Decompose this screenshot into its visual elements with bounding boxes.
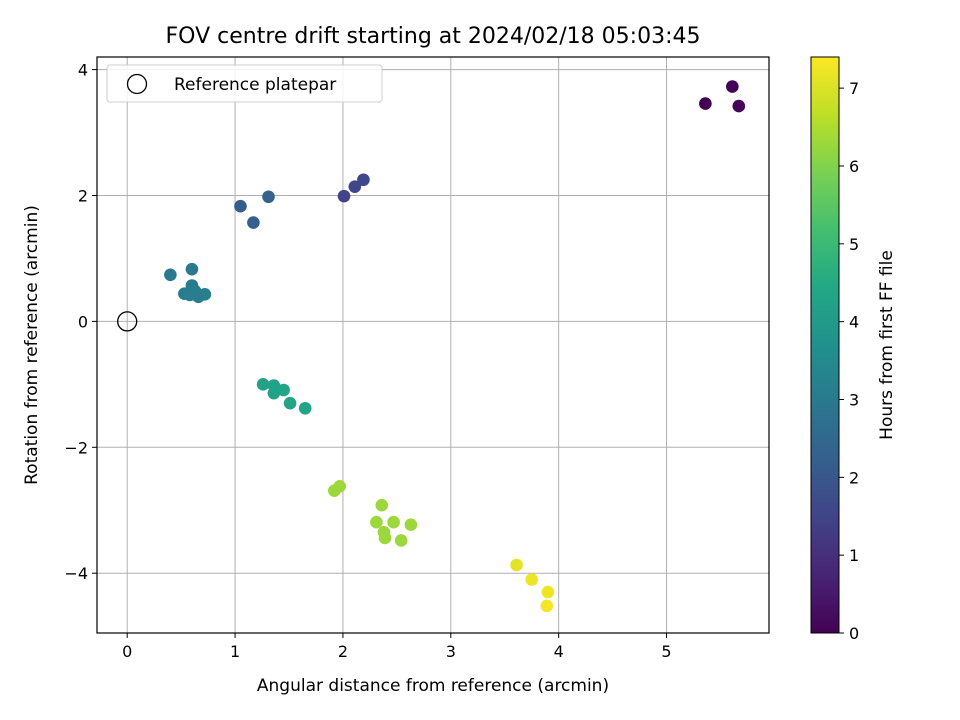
data-point xyxy=(525,573,538,586)
data-point xyxy=(337,189,351,203)
colorbar-tick-label: 5 xyxy=(849,235,859,254)
colorbar: 0 1 2 3 4 5 6 7 Hours from first FF file xyxy=(810,56,897,643)
legend: Reference platepar xyxy=(106,64,383,103)
legend-box xyxy=(106,64,383,103)
y-tick-label: −4 xyxy=(64,564,88,583)
data-point xyxy=(541,585,555,599)
colorbar-ticks: 0 1 2 3 4 5 6 7 xyxy=(839,79,859,643)
colorbar-tick-label: 6 xyxy=(849,157,859,176)
x-axis-ticks: 0 1 2 3 4 5 xyxy=(122,633,672,661)
data-point xyxy=(234,199,247,213)
data-points xyxy=(117,80,746,613)
colorbar-label: Hours from first FF file xyxy=(877,250,897,440)
x-axis-label: Angular distance from reference (arcmin) xyxy=(257,676,609,696)
data-point xyxy=(164,268,177,282)
data-point xyxy=(726,80,739,93)
data-point xyxy=(732,99,746,113)
legend-marker-icon xyxy=(126,73,148,95)
data-point xyxy=(283,396,297,410)
y-axis-ticks: −4 −2 0 2 4 xyxy=(64,61,97,583)
x-tick-label: 4 xyxy=(554,642,564,661)
data-point xyxy=(378,531,392,545)
data-point xyxy=(198,288,212,301)
x-tick-label: 1 xyxy=(230,642,240,661)
data-point xyxy=(333,480,346,493)
data-point xyxy=(348,180,362,193)
grid xyxy=(97,57,769,633)
y-tick-label: 2 xyxy=(78,186,88,205)
data-point xyxy=(267,386,281,400)
y-axis-label: Rotation from reference (arcmin) xyxy=(22,205,42,485)
colorbar-tick-label: 0 xyxy=(849,624,859,643)
x-tick-label: 3 xyxy=(446,642,456,661)
data-point xyxy=(370,515,383,529)
data-point xyxy=(699,97,712,110)
legend-entry-reference: Reference platepar xyxy=(174,75,336,95)
colorbar-tick-label: 2 xyxy=(849,468,859,487)
colorbar-tick-label: 7 xyxy=(849,79,859,98)
x-tick-label: 0 xyxy=(122,642,132,661)
data-point xyxy=(185,262,199,276)
data-point xyxy=(394,534,408,547)
plot-frame xyxy=(96,56,770,634)
x-tick-label: 5 xyxy=(661,642,671,661)
x-tick-label: 2 xyxy=(338,642,348,661)
data-point xyxy=(387,515,400,529)
reference-platepar-marker xyxy=(117,311,138,332)
y-tick-label: −2 xyxy=(64,438,88,457)
chart-title: FOV centre drift starting at 2024/02/18 … xyxy=(166,24,701,49)
data-point xyxy=(540,599,554,613)
data-point xyxy=(375,498,389,512)
data-point xyxy=(277,383,290,397)
colorbar-tick-label: 4 xyxy=(849,313,859,332)
colorbar-tick-label: 1 xyxy=(849,546,859,565)
data-point xyxy=(298,401,312,415)
colorbar-gradient xyxy=(810,56,840,634)
data-point xyxy=(247,216,260,229)
y-tick-label: 0 xyxy=(78,312,88,331)
data-point xyxy=(256,378,270,391)
data-point xyxy=(357,173,370,187)
colorbar-tick-label: 3 xyxy=(849,390,859,409)
data-point xyxy=(404,518,418,532)
data-point xyxy=(510,558,523,572)
y-tick-label: 4 xyxy=(78,61,88,80)
data-point xyxy=(262,190,275,204)
